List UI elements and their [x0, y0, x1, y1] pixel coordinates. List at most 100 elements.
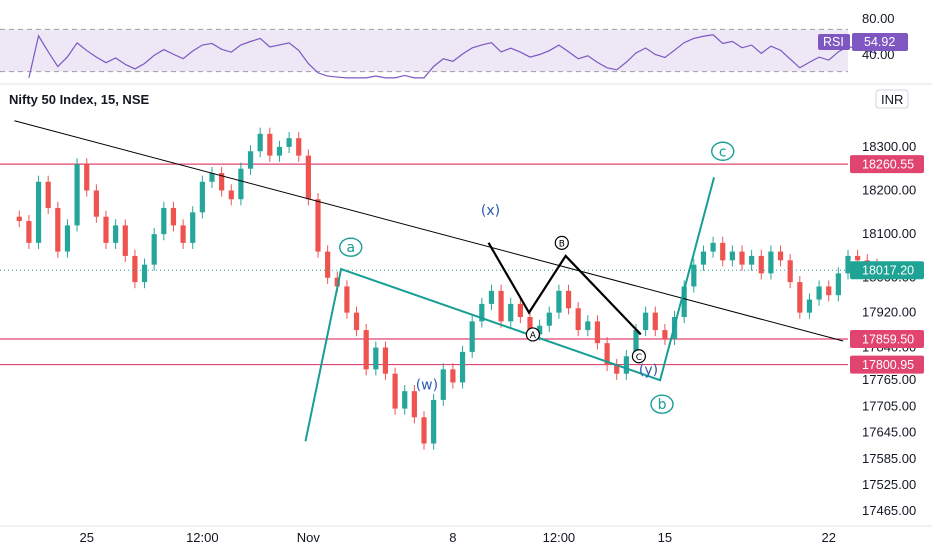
candle-body	[459, 351, 466, 383]
rsi-panel: 80.00 40.00 RSI 54.92	[0, 11, 908, 79]
time-tick-label: 12:00	[186, 530, 219, 545]
candle-body	[768, 251, 774, 274]
price-axis: 18300.0018200.0018100.0018000.0017920.00…	[862, 139, 916, 518]
level-price-label: 18260.55	[862, 158, 914, 172]
wave-abc-label-circle	[631, 349, 646, 364]
candle-body	[199, 181, 205, 213]
candle-body	[402, 391, 408, 409]
last-price-badge	[850, 261, 924, 280]
price-tick-label: 17465.00	[862, 503, 916, 518]
candle-body	[151, 234, 157, 265]
rsi-line	[28, 34, 878, 79]
candle-body	[777, 251, 784, 261]
price-tick-label: 18100.00	[862, 226, 916, 241]
candle-body	[855, 255, 861, 261]
candle-body	[180, 225, 186, 243]
wave-labels: a b c (w) (x) (y) A B C	[339, 141, 735, 414]
candle-body	[84, 164, 90, 191]
time-tick-label: 25	[79, 530, 93, 545]
candle-body	[344, 286, 350, 313]
rsi-value-badge	[852, 33, 908, 51]
wave-secondary-label: (y)	[639, 362, 658, 378]
time-axis: 25 12:00 Nov 8 12:00 15 22	[79, 530, 835, 545]
rsi-value: 54.92	[864, 35, 895, 49]
wave-primary-label-circle	[711, 141, 735, 161]
wave-primary-path	[304, 177, 716, 442]
candle-body	[643, 312, 649, 331]
candle-body	[691, 264, 697, 287]
candle-body	[257, 133, 263, 152]
candle-body	[113, 225, 119, 243]
time-tick-label: 22	[821, 530, 835, 545]
wave-abc-label-circle	[554, 235, 569, 250]
candle-body	[575, 308, 581, 331]
time-tick-label: 15	[658, 530, 672, 545]
candle-body	[710, 242, 716, 252]
candle-body	[55, 207, 61, 252]
trendline	[14, 120, 844, 342]
candle-body	[305, 155, 311, 200]
time-tick-label: 12:00	[543, 530, 576, 545]
candle-body	[392, 373, 398, 409]
candle-body	[64, 225, 71, 252]
candle-body	[469, 321, 475, 352]
price-tick-label: 17585.00	[862, 451, 916, 466]
candle-body	[382, 347, 389, 374]
candle-body	[103, 216, 109, 243]
level-price-label: 17800.95	[862, 358, 914, 372]
candle-body	[614, 364, 620, 374]
rsi-level-80: 80.00	[862, 11, 895, 26]
candle-body	[594, 321, 601, 344]
price-tick-label: 17525.00	[862, 477, 916, 492]
candle-body	[431, 399, 437, 444]
candle-body	[450, 369, 456, 383]
rsi-label-badge	[818, 34, 850, 50]
candle-body	[132, 255, 138, 283]
candle-body	[286, 138, 292, 147]
candle-body	[141, 264, 148, 283]
last-price-label: 18017.20	[862, 264, 914, 278]
candle-body	[623, 356, 629, 374]
candle-body	[190, 212, 196, 243]
candle-body	[681, 286, 687, 317]
candle-body	[508, 303, 514, 322]
candle-body	[238, 168, 244, 200]
candle-body	[219, 173, 225, 191]
candle-body	[537, 325, 543, 335]
wave-abc-path	[487, 242, 642, 336]
wave-primary-label-circle	[339, 237, 363, 257]
chart-title: Nifty 50 Index, 15, NSE	[9, 92, 149, 107]
candle-body	[806, 299, 813, 313]
candle-body	[276, 146, 283, 156]
candle-body	[170, 207, 177, 226]
candle-body	[16, 216, 22, 222]
candle-body	[373, 347, 379, 370]
candle-body	[700, 251, 707, 265]
candle-body	[556, 290, 562, 313]
level-price-badge	[850, 155, 924, 174]
wave-primary-label: c	[719, 144, 727, 160]
candle-body	[247, 151, 254, 169]
candle-body	[74, 164, 80, 226]
candle-body	[228, 190, 234, 200]
candle-body	[633, 330, 639, 357]
wave-primary-label: b	[658, 397, 667, 413]
candle-body	[325, 251, 331, 278]
candle-body	[527, 317, 533, 335]
wave-primary-label-circle	[650, 394, 674, 414]
candle-body	[797, 282, 803, 313]
candle-body	[517, 303, 523, 317]
candle-body	[334, 277, 340, 287]
candle-body	[816, 286, 822, 300]
candle-body	[845, 255, 851, 274]
candle-body	[93, 190, 99, 217]
candle-body	[161, 207, 167, 235]
currency-button[interactable]	[875, 89, 909, 109]
wave-abc-label-circle	[525, 327, 540, 342]
level-price-badge	[850, 355, 924, 374]
candle-body	[363, 330, 369, 370]
candle-body	[296, 138, 302, 156]
candle-body	[739, 251, 745, 265]
level-lines	[0, 163, 848, 366]
rsi-band	[0, 29, 848, 72]
